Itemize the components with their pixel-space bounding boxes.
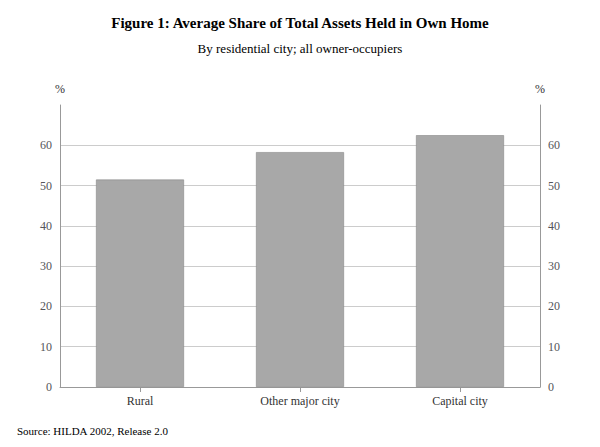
svg-text:30: 30	[548, 259, 560, 273]
svg-text:40: 40	[40, 219, 52, 233]
svg-text:Capital city: Capital city	[432, 394, 488, 408]
svg-text:10: 10	[40, 340, 52, 354]
svg-text:50: 50	[40, 179, 52, 193]
svg-text:30: 30	[40, 259, 52, 273]
svg-text:Other major city: Other major city	[260, 394, 339, 408]
svg-text:10: 10	[548, 340, 560, 354]
svg-text:40: 40	[548, 219, 560, 233]
svg-text:50: 50	[548, 179, 560, 193]
svg-text:0: 0	[46, 380, 52, 394]
svg-text:0: 0	[548, 380, 554, 394]
svg-text:20: 20	[40, 299, 52, 313]
svg-text:20: 20	[548, 299, 560, 313]
svg-text:By residential city; all owner: By residential city; all owner-occupiers	[198, 41, 403, 56]
svg-text:60: 60	[40, 138, 52, 152]
svg-text:Rural: Rural	[127, 394, 154, 408]
svg-text:Source: HILDA 2002, Release 2.: Source: HILDA 2002, Release 2.0	[17, 425, 168, 437]
svg-text:%: %	[535, 82, 545, 96]
svg-text:Figure 1: Average Share of Tot: Figure 1: Average Share of Total Assets …	[111, 15, 489, 31]
svg-text:60: 60	[548, 138, 560, 152]
svg-text:%: %	[55, 82, 65, 96]
